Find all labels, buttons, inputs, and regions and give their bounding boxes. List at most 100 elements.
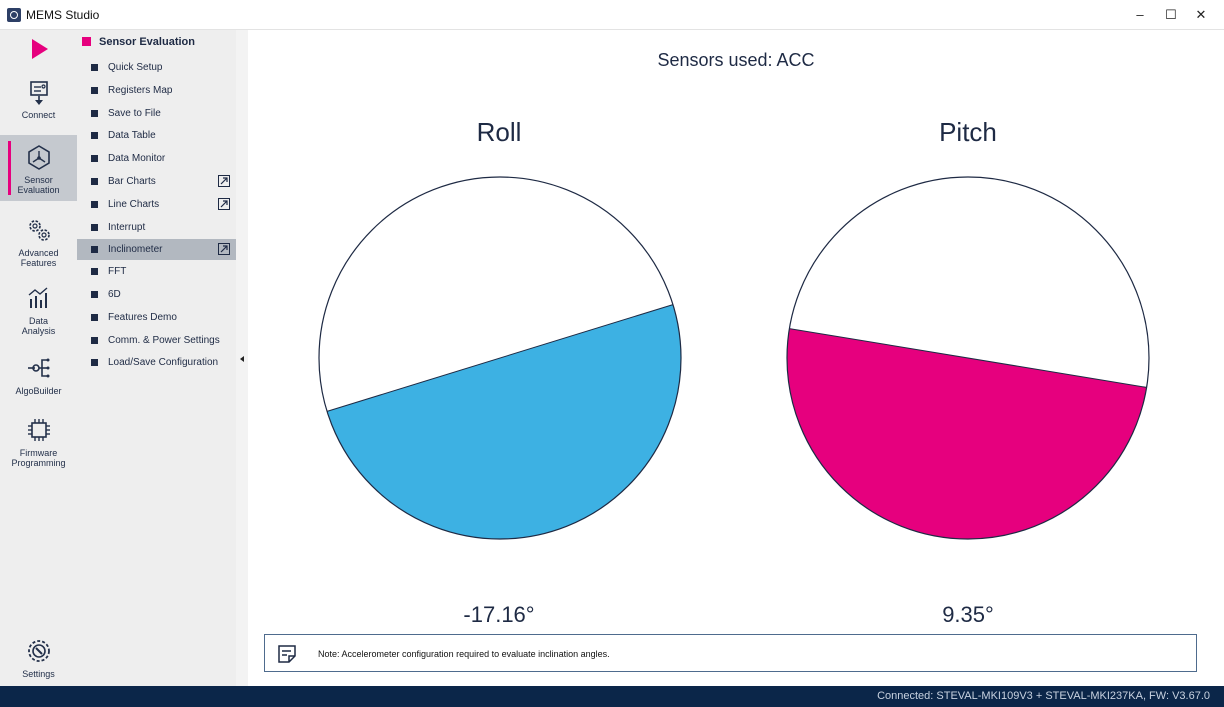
nav-advanced-label1: Advanced	[18, 248, 59, 258]
roll-gauge	[318, 176, 682, 540]
menu-item-fft[interactable]: FFT	[77, 261, 236, 282]
header-bullet-icon	[82, 37, 91, 46]
roll-gauge-outline	[318, 176, 682, 540]
bullet-icon	[91, 359, 98, 366]
open-external-icon[interactable]	[218, 175, 230, 187]
connect-icon	[29, 81, 48, 105]
nav-firmware-programming[interactable]: Firmware Programming	[0, 416, 77, 472]
menu-item-data-monitor[interactable]: Data Monitor	[77, 148, 236, 169]
roll-horizon-line	[326, 304, 674, 412]
sensors-used-label: Sensors used: ACC	[657, 50, 815, 70]
roll-value: -17.16°	[463, 602, 535, 627]
open-external-icon[interactable]	[218, 198, 230, 210]
menu-item-line-charts[interactable]: Line Charts	[77, 194, 236, 215]
bullet-icon	[91, 64, 98, 71]
menu-item-label: Interrupt	[108, 222, 146, 233]
menu-item-label: Save to File	[108, 108, 161, 119]
app-logo-icon	[7, 8, 21, 22]
menu-item-label: Features Demo	[108, 312, 177, 323]
menu-item-quick-setup[interactable]: Quick Setup	[77, 57, 236, 78]
pitch-gauge-outline	[786, 176, 1150, 540]
sensor-evaluation-icon	[27, 145, 50, 170]
nav-settings-label: Settings	[22, 669, 55, 679]
menu-item-comm-power-settings[interactable]: Comm. & Power Settings	[77, 330, 236, 351]
menu-item-label: FFT	[108, 266, 127, 277]
nav-algobuilder[interactable]: AlgoBuilder	[0, 354, 77, 402]
bullet-icon	[91, 268, 98, 275]
menu-item-registers-map[interactable]: Registers Map	[77, 80, 236, 101]
note-text: Note: Accelerometer configuration requir…	[318, 649, 610, 659]
menu-item-label: Data Monitor	[108, 153, 166, 164]
note-icon	[278, 645, 296, 663]
menu-item-interrupt[interactable]: Interrupt	[77, 217, 236, 238]
menu-item-inclinometer[interactable]: Inclinometer	[77, 239, 236, 260]
nav-data-analysis-label2: Analysis	[21, 326, 56, 336]
bullet-icon	[91, 155, 98, 162]
settings-icon	[27, 640, 50, 662]
nav-data-analysis-label1: Data	[28, 316, 48, 326]
menu-item-label: 6D	[108, 289, 121, 300]
note-box: Note: Accelerometer configuration requir…	[264, 634, 1197, 672]
collapse-arrow-icon[interactable]	[240, 356, 244, 362]
nav-sensor-evaluation[interactable]: Sensor Evaluation	[0, 135, 77, 201]
menu-item-label: Quick Setup	[108, 62, 163, 73]
nav-connect[interactable]: Connect	[0, 78, 77, 130]
pitch-title: Pitch	[939, 117, 997, 147]
menu-header-label: Sensor Evaluation	[99, 36, 195, 48]
bullet-icon	[91, 291, 98, 298]
menu-header: Sensor Evaluation	[82, 36, 195, 50]
bullet-icon	[91, 201, 98, 208]
nav-sensor-evaluation-label2: Evaluation	[17, 185, 60, 195]
minimize-button[interactable]: –	[1136, 7, 1144, 22]
status-bar: Connected: STEVAL-MKI109V3 + STEVAL-MKI2…	[0, 686, 1224, 707]
bullet-icon	[91, 314, 98, 321]
roll-level-fill	[327, 304, 681, 539]
menu-item-label: Line Charts	[108, 199, 160, 210]
nav-advanced-features[interactable]: Advanced Features	[0, 216, 77, 268]
chip-icon	[27, 419, 50, 441]
menu-item-label: Inclinometer	[108, 244, 163, 255]
pitch-value: 9.35°	[942, 602, 994, 627]
sensor-evaluation-menu: Sensor Evaluation Quick Setup Registers …	[77, 30, 236, 686]
pitch-level-fill	[787, 328, 1147, 539]
menu-item-label: Data Table	[108, 130, 156, 141]
left-nav-rail: Connect Sensor Evaluation Advanced Featu…	[0, 30, 77, 686]
bullet-icon	[91, 337, 98, 344]
bullet-icon	[91, 224, 98, 231]
data-analysis-icon	[28, 287, 47, 308]
nav-firmware-label2: Programming	[11, 458, 66, 468]
nav-firmware-label1: Firmware	[19, 448, 58, 458]
menu-item-data-table[interactable]: Data Table	[77, 125, 236, 146]
pitch-horizon-line	[789, 328, 1147, 388]
menu-item-label: Bar Charts	[108, 176, 156, 187]
menu-item-label: Load/Save Configuration	[108, 357, 219, 368]
bullet-icon	[91, 110, 98, 117]
maximize-button[interactable]: ☐	[1165, 7, 1177, 22]
menu-item-save-to-file[interactable]: Save to File	[77, 103, 236, 124]
nav-algobuilder-label: AlgoBuilder	[15, 386, 62, 396]
nav-data-analysis[interactable]: Data Analysis	[0, 284, 77, 336]
nav-settings[interactable]: Settings	[0, 637, 77, 681]
pitch-gauge	[786, 176, 1150, 540]
menu-item-label: Comm. & Power Settings	[108, 335, 220, 346]
connection-status: Connected: STEVAL-MKI109V3 + STEVAL-MKI2…	[877, 690, 1210, 702]
menu-item-load-save-configuration[interactable]: Load/Save Configuration	[77, 352, 236, 373]
bullet-icon	[91, 178, 98, 185]
bullet-icon	[91, 87, 98, 94]
menu-item-label: Registers Map	[108, 85, 173, 96]
play-icon[interactable]	[32, 39, 48, 59]
window-title: MEMS Studio	[26, 8, 100, 22]
roll-title: Roll	[476, 117, 522, 147]
menu-item-bar-charts[interactable]: Bar Charts	[77, 171, 236, 192]
nav-sensor-evaluation-label1: Sensor	[24, 175, 53, 185]
algobuilder-icon	[27, 358, 49, 378]
nav-connect-label: Connect	[21, 110, 56, 120]
title-bar: MEMS Studio – ☐ ✕	[0, 0, 1224, 30]
menu-item-features-demo[interactable]: Features Demo	[77, 307, 236, 328]
menu-item-6d[interactable]: 6D	[77, 284, 236, 305]
bullet-icon	[91, 246, 98, 253]
open-external-icon[interactable]	[218, 243, 230, 255]
nav-advanced-label2: Features	[20, 258, 57, 268]
close-button[interactable]: ✕	[1195, 7, 1207, 22]
gears-icon	[28, 220, 50, 241]
